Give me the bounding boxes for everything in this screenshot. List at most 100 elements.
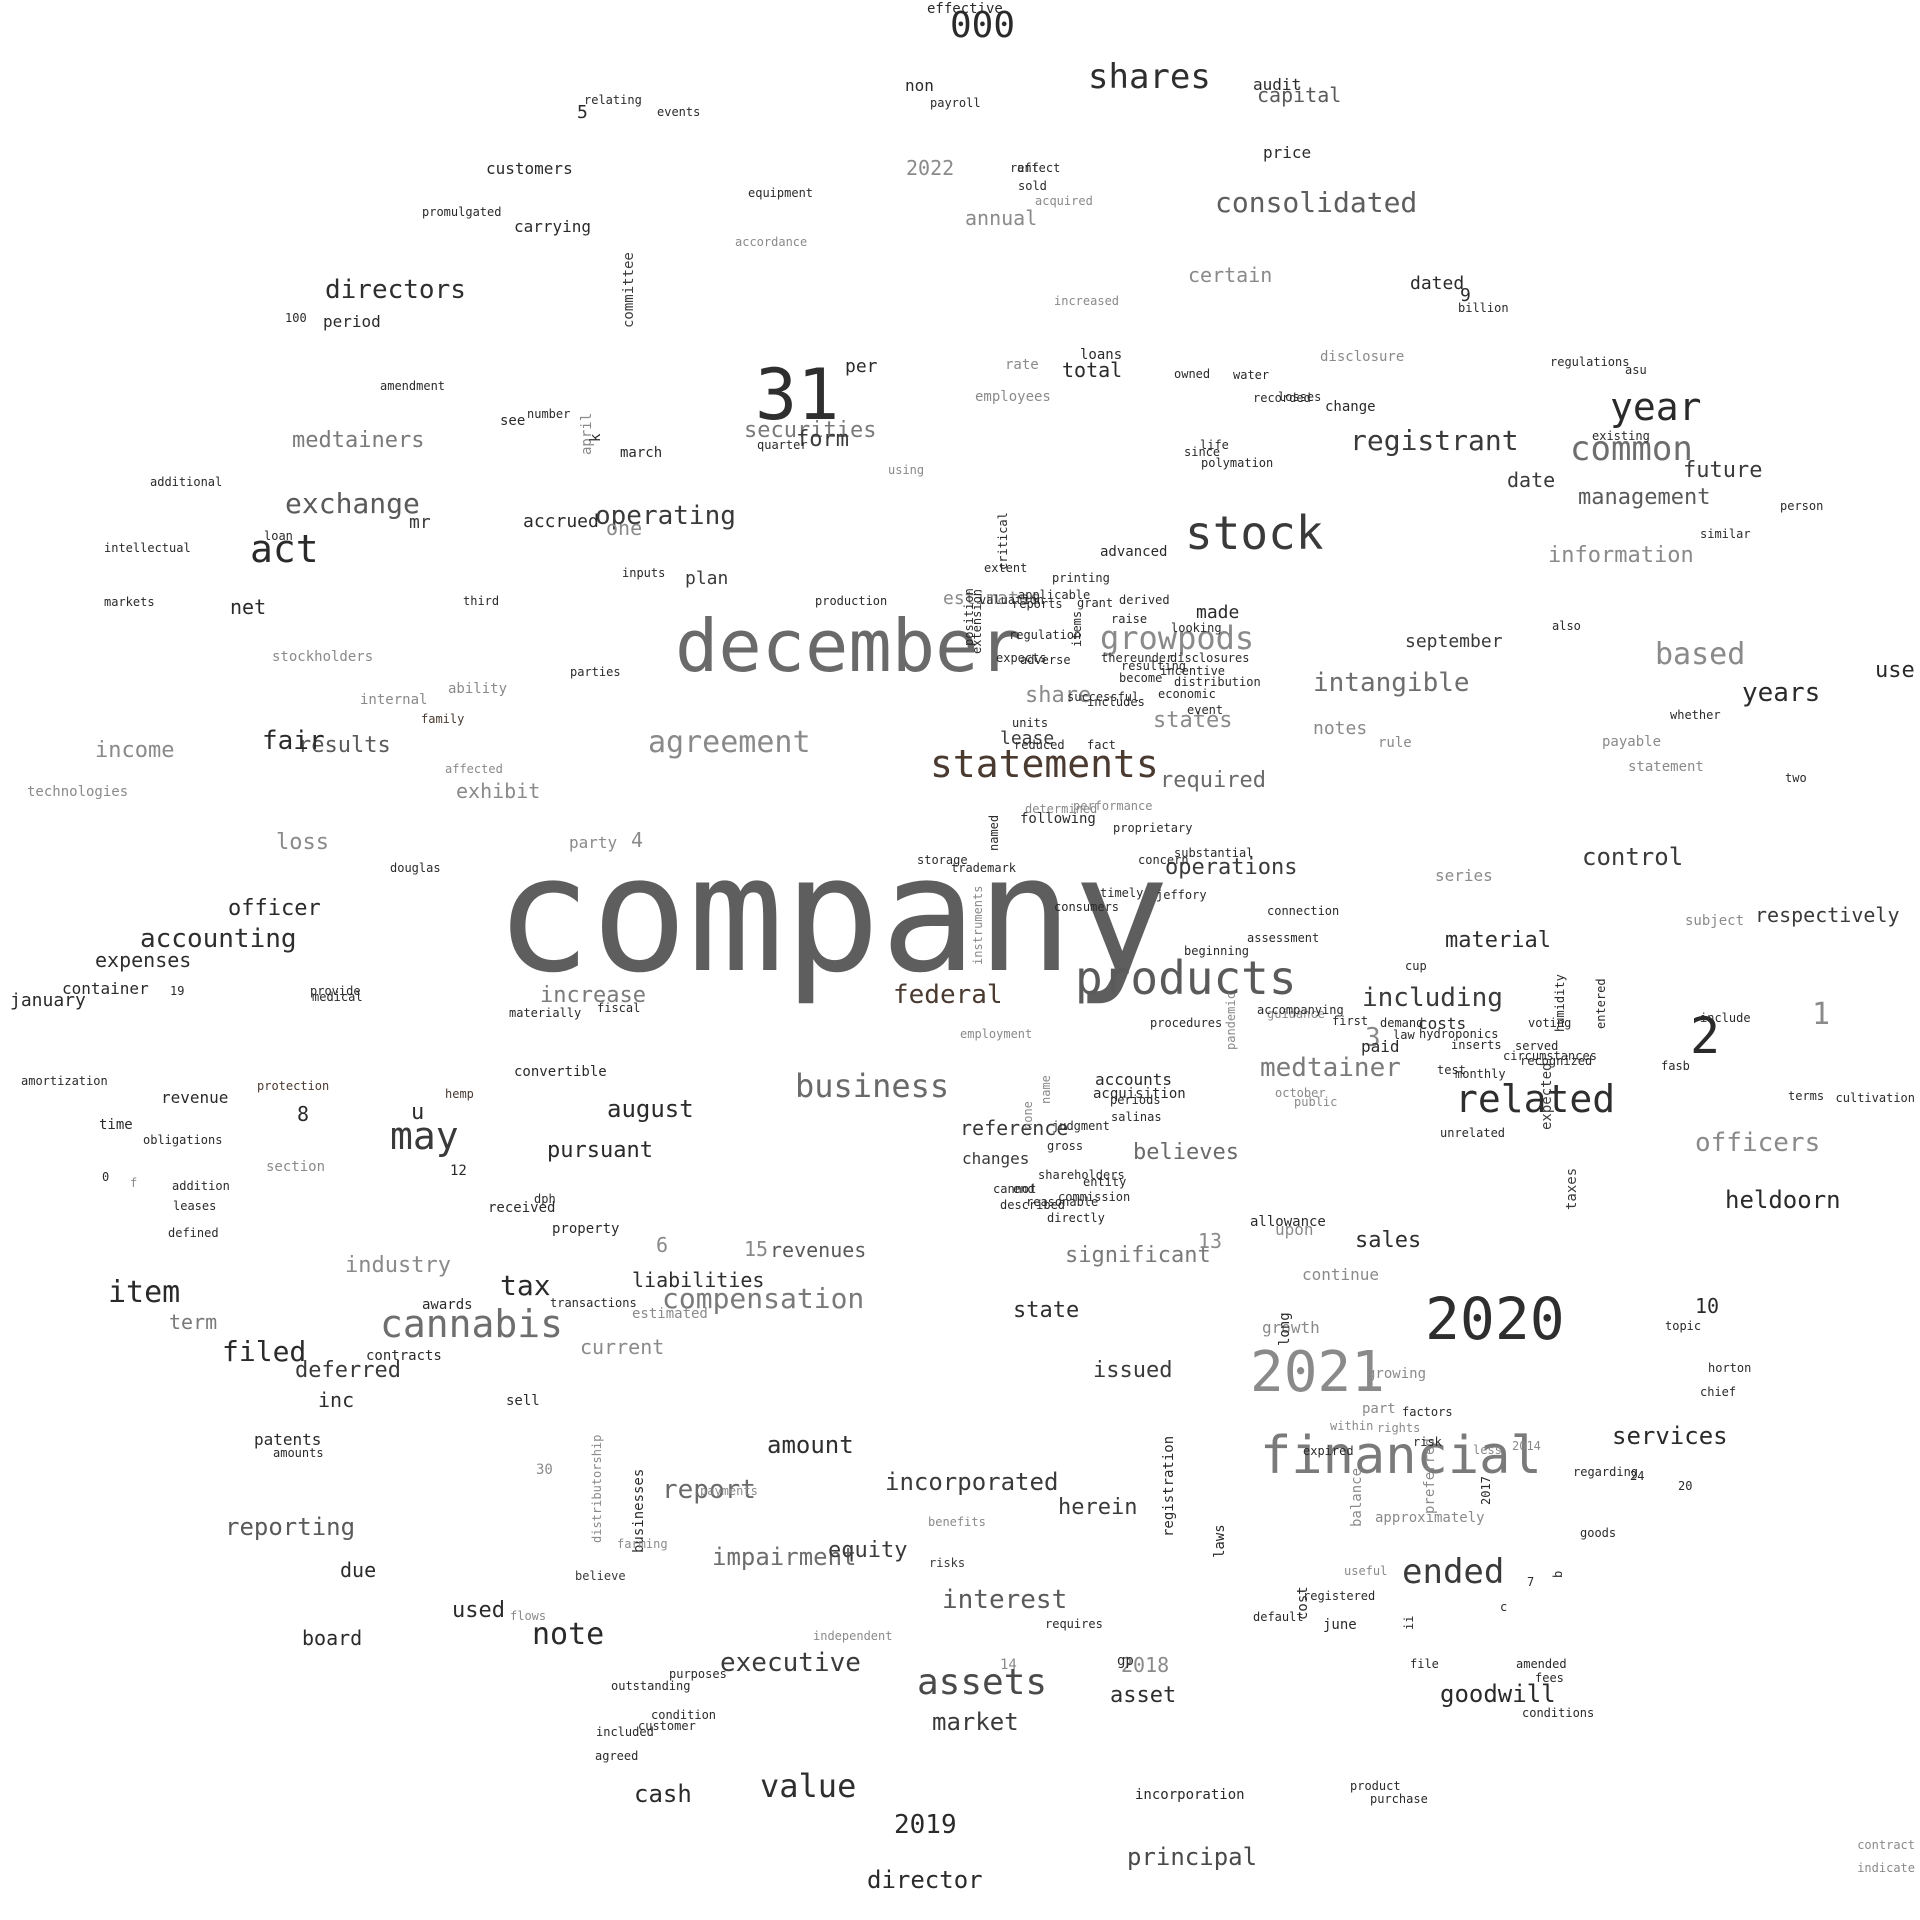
cloud-word: sold <box>1018 179 1047 193</box>
cloud-word: director <box>867 1866 983 1894</box>
cloud-word: deferred <box>295 1358 401 1383</box>
cloud-word: fasb <box>1661 1059 1690 1073</box>
cloud-word: guidance <box>1267 1007 1325 1021</box>
cloud-word: paid <box>1361 1037 1400 1056</box>
cloud-word: terms <box>1788 1089 1825 1103</box>
cloud-word: amounts <box>273 1446 324 1460</box>
cloud-word: sell <box>506 1393 540 1409</box>
cloud-word: performance <box>1073 799 1153 813</box>
cloud-word: first <box>1332 1014 1369 1028</box>
cloud-word: laws <box>1212 1524 1228 1558</box>
cloud-word: reporting <box>225 1513 356 1541</box>
cloud-word: u <box>411 1100 425 1125</box>
cloud-word: loan <box>264 529 293 543</box>
cloud-word: indicate <box>1857 1861 1915 1875</box>
cloud-word: substantial <box>1174 846 1254 860</box>
cloud-word: one <box>606 516 643 540</box>
cloud-word: public <box>1294 1095 1338 1109</box>
cloud-word: pandemic <box>1224 992 1238 1050</box>
cloud-word: directors <box>325 275 466 305</box>
cloud-word: employment <box>960 1027 1033 1041</box>
cloud-word: term <box>169 1310 218 1334</box>
cloud-word: salinas <box>1111 1110 1162 1124</box>
cloud-word: growpods <box>1100 619 1255 657</box>
cloud-word: demand <box>1380 1016 1424 1030</box>
cloud-word: long <box>1277 1312 1293 1346</box>
cloud-word: registered <box>1303 1589 1376 1603</box>
cloud-word: recognized <box>1520 1054 1593 1068</box>
cloud-word: products <box>1075 951 1297 1005</box>
cloud-word: disclosures <box>1170 651 1250 665</box>
cloud-word: reasonable <box>1026 1195 1099 1209</box>
cloud-word: 20 <box>1678 1479 1693 1493</box>
cloud-word: made <box>1196 602 1240 623</box>
cloud-word: 0 <box>102 1170 110 1184</box>
cloud-word: statement <box>1628 759 1704 775</box>
cloud-word: advanced <box>1100 544 1168 560</box>
cloud-word: including <box>1362 983 1503 1013</box>
cloud-word: required <box>1160 768 1266 793</box>
cloud-word: revenue <box>161 1088 229 1107</box>
cloud-word: august <box>607 1095 694 1123</box>
cloud-word: determined <box>1025 802 1098 816</box>
cloud-word: 4 <box>631 828 644 852</box>
cloud-word: form <box>796 427 849 452</box>
cloud-word: similar <box>1700 527 1751 541</box>
cloud-word: property <box>552 1221 620 1237</box>
cloud-word: regulation <box>1009 628 1082 642</box>
cloud-word: years <box>1742 678 1821 708</box>
cloud-word: loans <box>1080 347 1123 363</box>
cloud-word: expenses <box>95 948 192 972</box>
cloud-word: consolidated <box>1215 186 1418 219</box>
cloud-word: approximately <box>1375 1510 1485 1526</box>
cloud-word: grant <box>1077 596 1114 610</box>
cloud-word: per <box>845 356 878 377</box>
cloud-word: 15 <box>744 1237 769 1261</box>
cloud-word: see <box>500 413 526 429</box>
cloud-word: 2018 <box>1121 1653 1170 1677</box>
cloud-word: costs <box>1418 1014 1467 1033</box>
cloud-word: march <box>620 445 663 461</box>
cloud-word: timely <box>1100 886 1144 900</box>
cloud-word: amount <box>767 1431 854 1459</box>
cloud-word: intellectual <box>104 541 191 555</box>
cloud-word: 10 <box>1695 1294 1720 1318</box>
cloud-word: registration <box>1161 1435 1177 1537</box>
cloud-word: c <box>1500 1600 1508 1614</box>
cloud-word: october <box>1275 1086 1326 1100</box>
cloud-word: officers <box>1695 1128 1821 1158</box>
cloud-word: accounts <box>1095 1070 1173 1089</box>
cloud-word: cash <box>634 1780 692 1808</box>
cloud-word: critical <box>996 512 1010 570</box>
cloud-word: following <box>1020 811 1096 827</box>
cloud-word: january <box>10 990 86 1011</box>
cloud-word: stock <box>1185 506 1324 560</box>
cloud-word: include <box>1700 1011 1751 1025</box>
cloud-word: awards <box>422 1297 473 1313</box>
cloud-word: 2022 <box>906 156 955 180</box>
cloud-word: equity <box>828 1538 908 1563</box>
cloud-word: includes <box>1087 695 1145 709</box>
cloud-word: promulgated <box>422 205 502 219</box>
cloud-word: year <box>1610 385 1702 429</box>
cloud-word: fiscal <box>597 1001 641 1015</box>
cloud-word: expired <box>1303 1444 1354 1458</box>
cloud-word: entered <box>1594 978 1608 1029</box>
cloud-word: beginning <box>1184 944 1250 958</box>
cloud-word: valuation <box>979 593 1045 607</box>
cloud-word: equipment <box>748 186 814 200</box>
cloud-word: management <box>1578 485 1711 510</box>
cloud-word: horton <box>1708 1361 1752 1375</box>
cloud-word: income <box>95 738 175 763</box>
cloud-word: dated <box>1410 273 1465 294</box>
cloud-word: technologies <box>27 784 129 800</box>
cloud-word: accompanying <box>1257 1003 1344 1017</box>
cloud-word: douglas <box>390 861 441 875</box>
cloud-word: registrant <box>1350 424 1519 457</box>
cloud-word: audit <box>1253 75 1302 94</box>
cloud-word: 000 <box>950 5 1016 46</box>
cloud-word: act <box>250 527 319 571</box>
cloud-word: medtainers <box>292 428 425 453</box>
cloud-word: trademark <box>951 861 1017 875</box>
cloud-word: due <box>340 1558 377 1582</box>
